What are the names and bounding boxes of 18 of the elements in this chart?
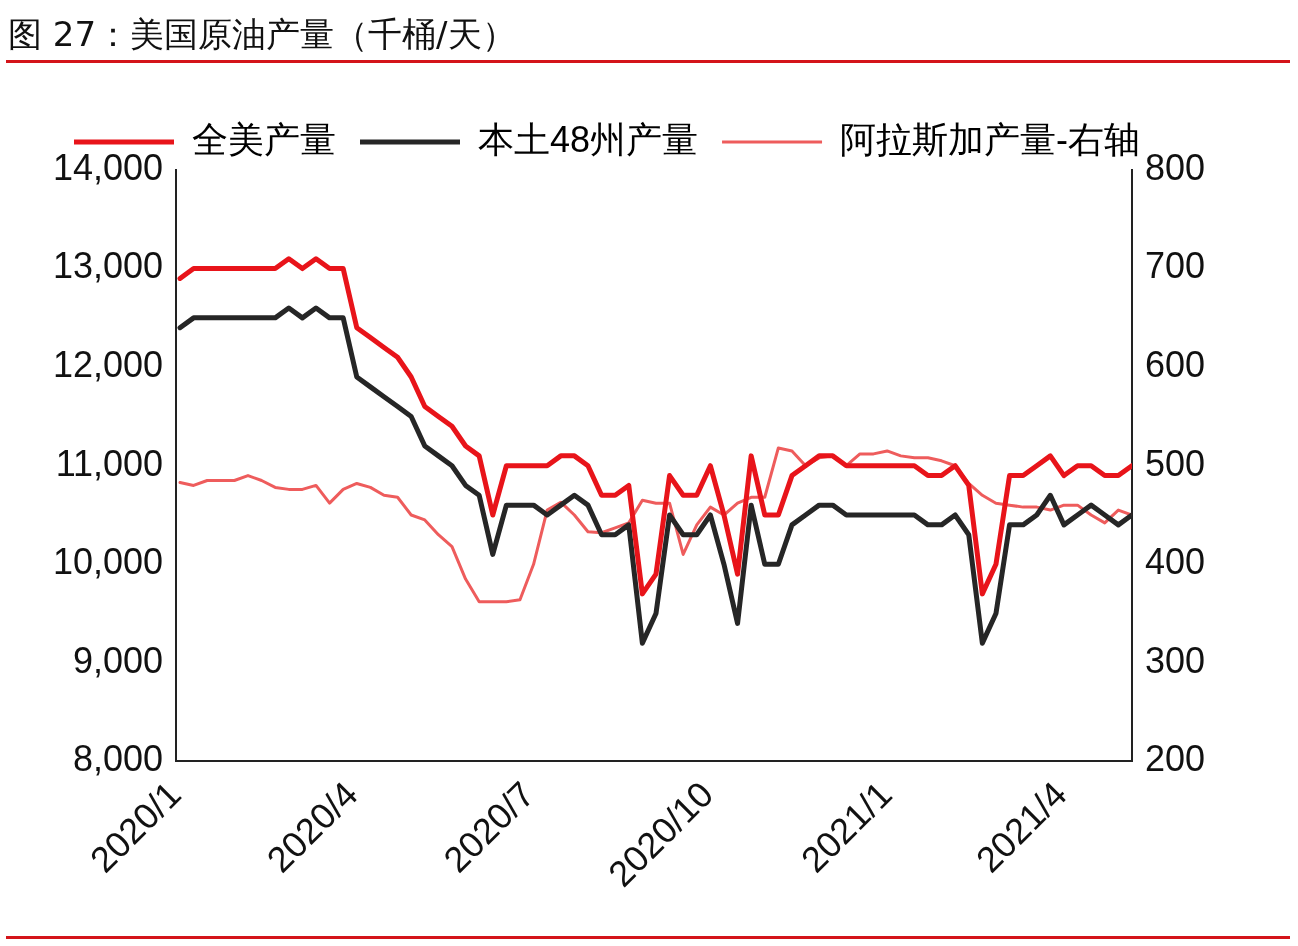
y2-tick-label: 200 — [1144, 738, 1206, 780]
legend-label: 全美产量 — [192, 118, 336, 160]
legend-label: 阿拉斯加产量-右轴 — [840, 118, 1141, 160]
y-tick-label: 10,000 — [53, 541, 164, 583]
y2-tick-label: 600 — [1144, 344, 1206, 386]
y2-tick-label: 800 — [1144, 146, 1206, 188]
legend-label: 本土48州产量 — [478, 118, 699, 160]
y-tick-label: 9,000 — [73, 639, 164, 681]
y-tick-label: 8,000 — [73, 738, 164, 780]
y-tick-label: 11,000 — [55, 442, 164, 484]
y2-tick-label: 400 — [1144, 541, 1206, 583]
y2-tick-label: 500 — [1144, 442, 1206, 484]
y-tick-label: 14,000 — [53, 146, 164, 188]
y-tick-label: 13,000 — [53, 245, 164, 287]
y2-tick-label: 300 — [1144, 639, 1206, 681]
y2-tick-label: 700 — [1144, 245, 1206, 287]
y-tick-label: 12,000 — [53, 344, 164, 386]
chart-title: 图 27：美国原油产量（千桶/天） — [8, 13, 516, 56]
